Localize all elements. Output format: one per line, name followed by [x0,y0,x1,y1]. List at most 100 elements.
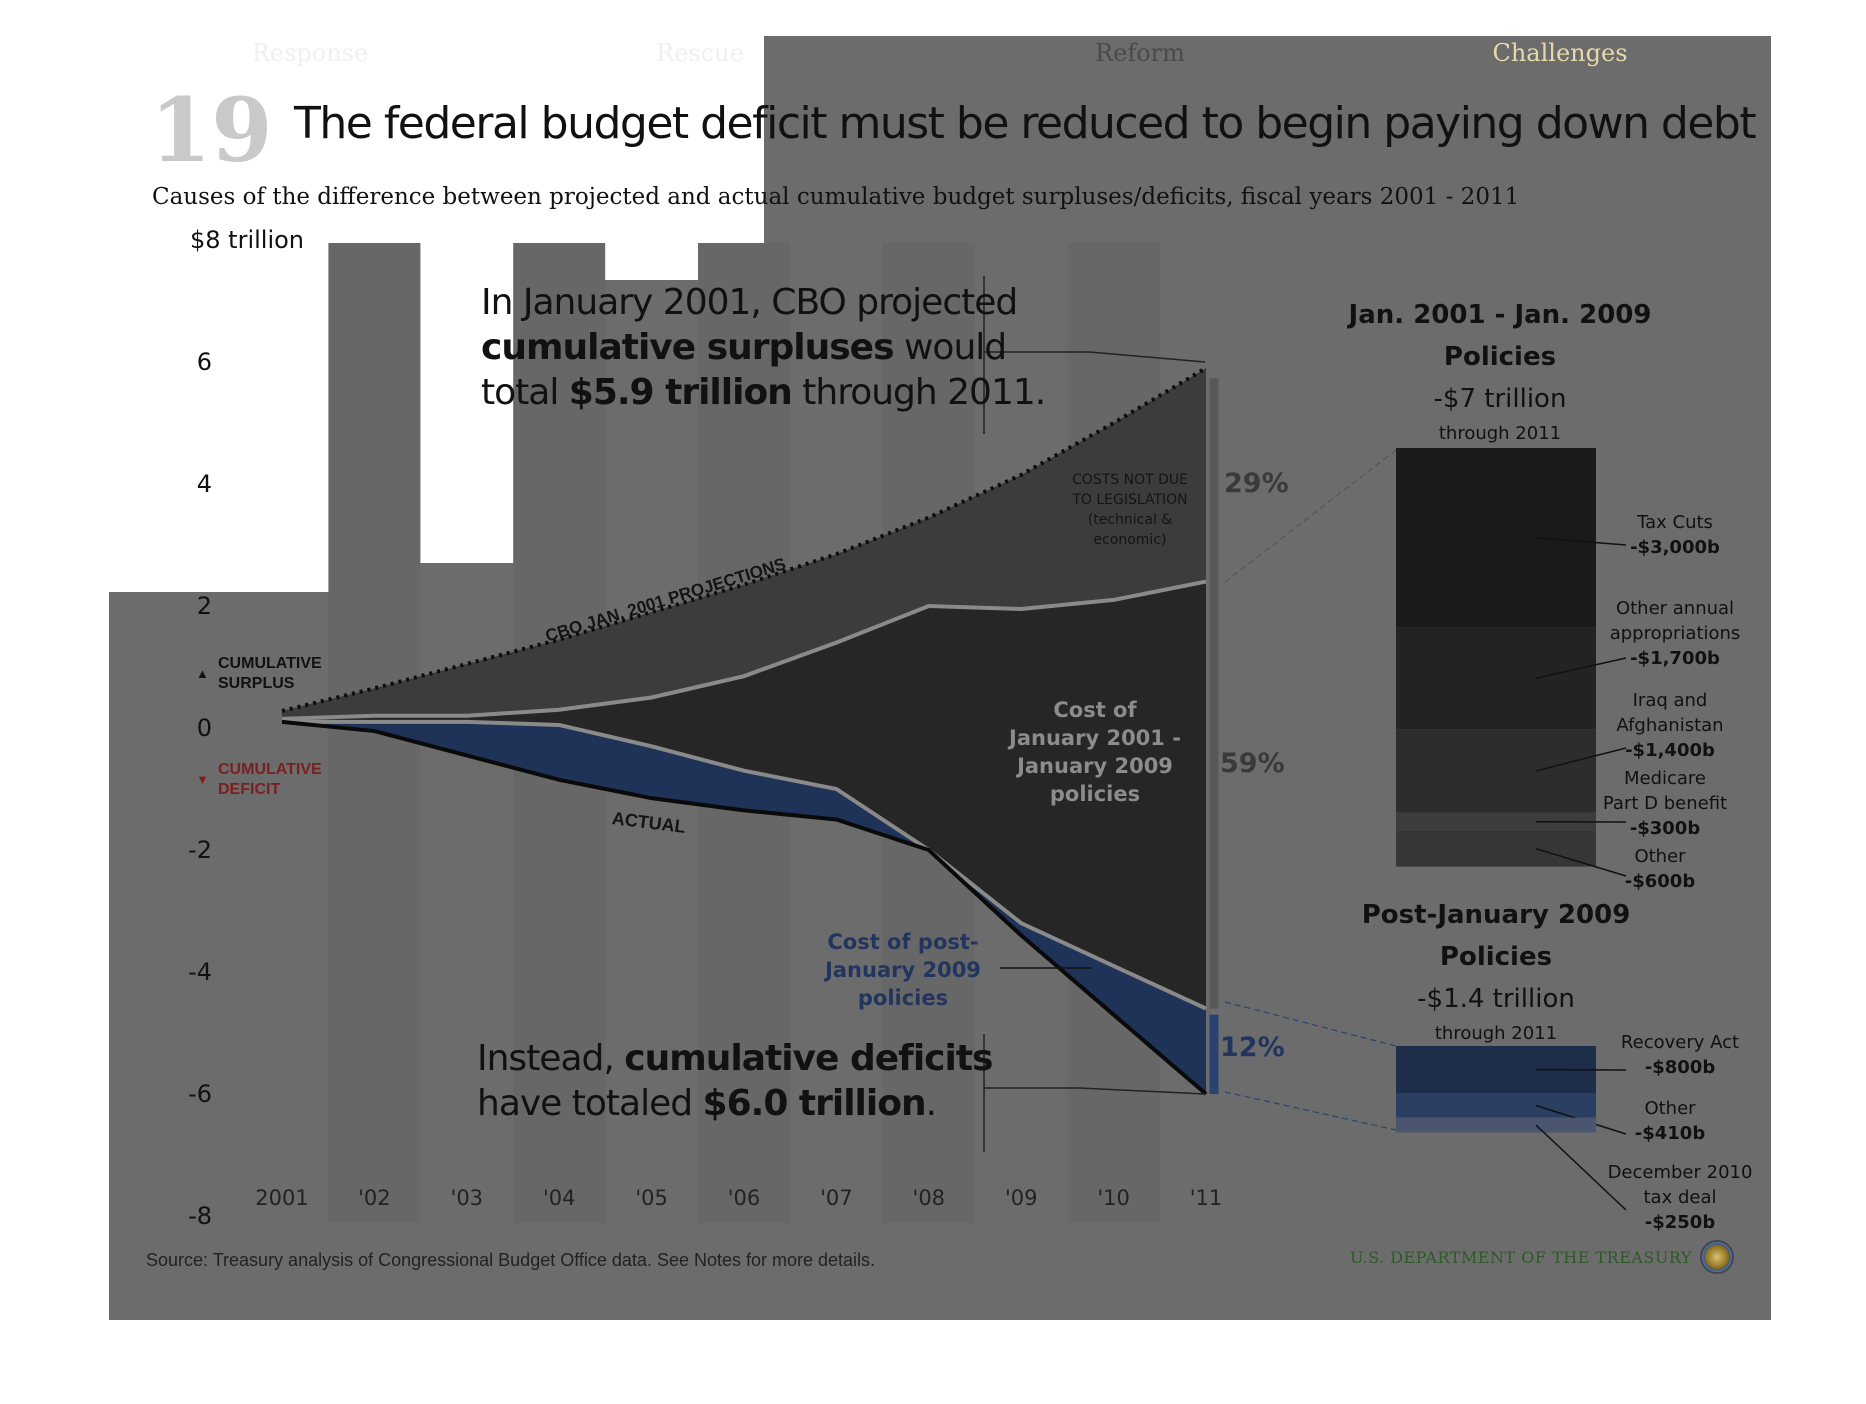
callout-projected-line2: cumulative surpluses would [481,325,1045,370]
bar-label-text: Afghanistan [1616,715,1724,736]
y-tick-label: -4 [188,958,212,986]
zoom-line-post-bottom [1224,1091,1397,1131]
page-title: The federal budget deficit must be reduc… [294,98,1757,149]
chart-subtitle: Causes of the difference between project… [152,184,1520,210]
y-tick-label: 2 [196,592,212,620]
bar-2001-2009-segment [1396,729,1596,813]
label-pol-line: January 2001 - [1009,726,1181,750]
x-tick-label: '09 [1004,1186,1038,1210]
label-pol-line: January 2009 [1017,754,1173,778]
legend-surplus-label: CUMULATIVE SURPLUS [218,655,322,692]
pct-post-2009: 12% [1220,1032,1285,1063]
panel-post-2009-header: Post-January 2009 Policies -$1.4 trillio… [1326,894,1666,1048]
callout-actual-bold: cumulative deficits [624,1038,993,1079]
bar-label-text: Other [1634,846,1686,867]
bar-label-text: Tax Cuts [1637,512,1713,533]
label-not-leg-line: COSTS NOT DUE [1072,472,1188,488]
panel-2001-title2: Policies [1443,342,1557,372]
bar-label-text: Other annual [1615,598,1735,619]
bar-label-text: Other [1644,1098,1696,1119]
label-post-line: policies [857,986,949,1010]
treasury-seal-icon [1700,1240,1734,1274]
bar-post-2009-leader [1535,1124,1627,1211]
bar-label-text: December 2010 [1607,1162,1753,1183]
bar-label-tax-cuts: Tax Cuts -$3,000b [1600,510,1750,560]
y-tick-label: $8 trillion [190,226,305,254]
callout-projected-mid: would [893,327,1007,368]
x-tick-label: '08 [912,1186,946,1210]
nav-tab-challenges[interactable]: Challenges [1492,39,1628,67]
chart-decorations [983,276,1397,1152]
y-tick-label: -2 [188,836,212,864]
nav-tab-reform[interactable]: Reform [1095,39,1185,67]
pct-not-legislation: 29% [1224,468,1289,499]
callout-leader-top [984,351,1206,363]
label-post-line: Cost of post- [827,930,979,954]
chart-lines [281,366,1208,1096]
x-tick-label: '07 [820,1186,853,1210]
bar-2001-2009-leader [1535,847,1627,877]
legend-deficit-label: CUMULATIVE DEFICIT [218,761,322,798]
panel-post-through: through 2011 [1434,1023,1558,1044]
bar-label-text: Iraq and [1632,690,1708,711]
bar-label-text: appropriations [1609,623,1741,644]
x-tick-label: '11 [1189,1186,1223,1210]
callout-projected-bold: cumulative surpluses [481,327,895,368]
bar-post-2009-segment [1396,1093,1596,1118]
surplus-triangle-icon: ▲ [196,666,209,681]
zoom-line-upper [1224,449,1397,583]
callout-actual: Instead, cumulative deficits have totale… [477,1036,993,1126]
bar-label-recovery-act: Recovery Act -$800b [1600,1030,1760,1080]
deficit-triangle-icon: ▼ [196,772,209,787]
boundary-line-lower [282,719,1207,1011]
bar-label-value: -$410b [1634,1123,1706,1144]
bar-label-value: -$250b [1644,1212,1716,1233]
bar-label-other-appropriations: Other annual appropriations -$1,700b [1590,596,1760,671]
y-tick-label: 0 [196,714,212,742]
nav-tab-response[interactable]: Response [251,39,369,67]
breakdown-bars [1396,448,1627,1211]
bar-label-medicare-part-d: Medicare Part D benefit -$300b [1585,766,1745,841]
bar-2001-2009-segment [1396,448,1596,628]
callout-actual-bold2: $6.0 trillion [702,1083,927,1124]
panel-post-title2: Policies [1439,942,1553,972]
panel-post-title1: Post-January 2009 [1361,900,1631,930]
y-tick-label: -8 [188,1202,212,1230]
callout-actual-pre: Instead, [477,1038,625,1079]
bar-post-2009-segment [1396,1117,1596,1133]
x-tick-label: '03 [450,1186,484,1210]
label-costs-not-legislation: COSTS NOT DUE TO LEGISLATION (technical … [1060,470,1200,550]
panel-2001-through: through 2011 [1438,423,1562,444]
boundary-line-upper [281,579,1207,721]
bar-label-tax-deal: December 2010 tax deal -$250b [1600,1160,1760,1235]
area-costs-not-legislation [282,368,1206,719]
x-tick-label: '04 [542,1186,576,1210]
x-tick-label: '05 [635,1186,668,1210]
callout-projected-pre: total [481,372,569,413]
callout-leader-bottom [984,1087,1206,1095]
bar-2001-2009-segment [1396,812,1596,831]
callout-projected-post: through 2011. [791,372,1046,413]
label-not-leg-line: economic) [1093,532,1167,548]
actual-line [281,719,1208,1096]
callout-actual-line2-post: . [925,1083,937,1124]
area-policies-2001-2009 [282,581,1206,1009]
bar-label-value: -$3,000b [1630,537,1720,558]
bar-2001-2009-leader [1535,657,1627,679]
bar-label-iraq-afghanistan: Iraq and Afghanistan -$1,400b [1590,688,1750,763]
slide-number: 19 [150,78,273,182]
callout-projected: In January 2001, CBO projected cumulativ… [481,280,1046,415]
callout-actual-line1: Instead, cumulative deficits [477,1036,993,1081]
callout-projected-line1: In January 2001, CBO projected [481,282,1018,323]
x-tick-label: '10 [1097,1186,1130,1210]
panel-2001-total: -$7 trillion [1433,384,1567,414]
x-tick-label: '02 [358,1186,391,1210]
y-tick-label: -6 [188,1080,212,1108]
y-tick-label: 6 [196,348,212,376]
nav-tab-rescue[interactable]: Rescue [656,39,744,67]
panel-2001-title1: Jan. 2001 - Jan. 2009 [1348,300,1652,330]
bar-label-text: Part D benefit [1602,793,1728,814]
bar-2001-2009-segment [1396,627,1596,730]
chart-areas [282,368,1206,1094]
